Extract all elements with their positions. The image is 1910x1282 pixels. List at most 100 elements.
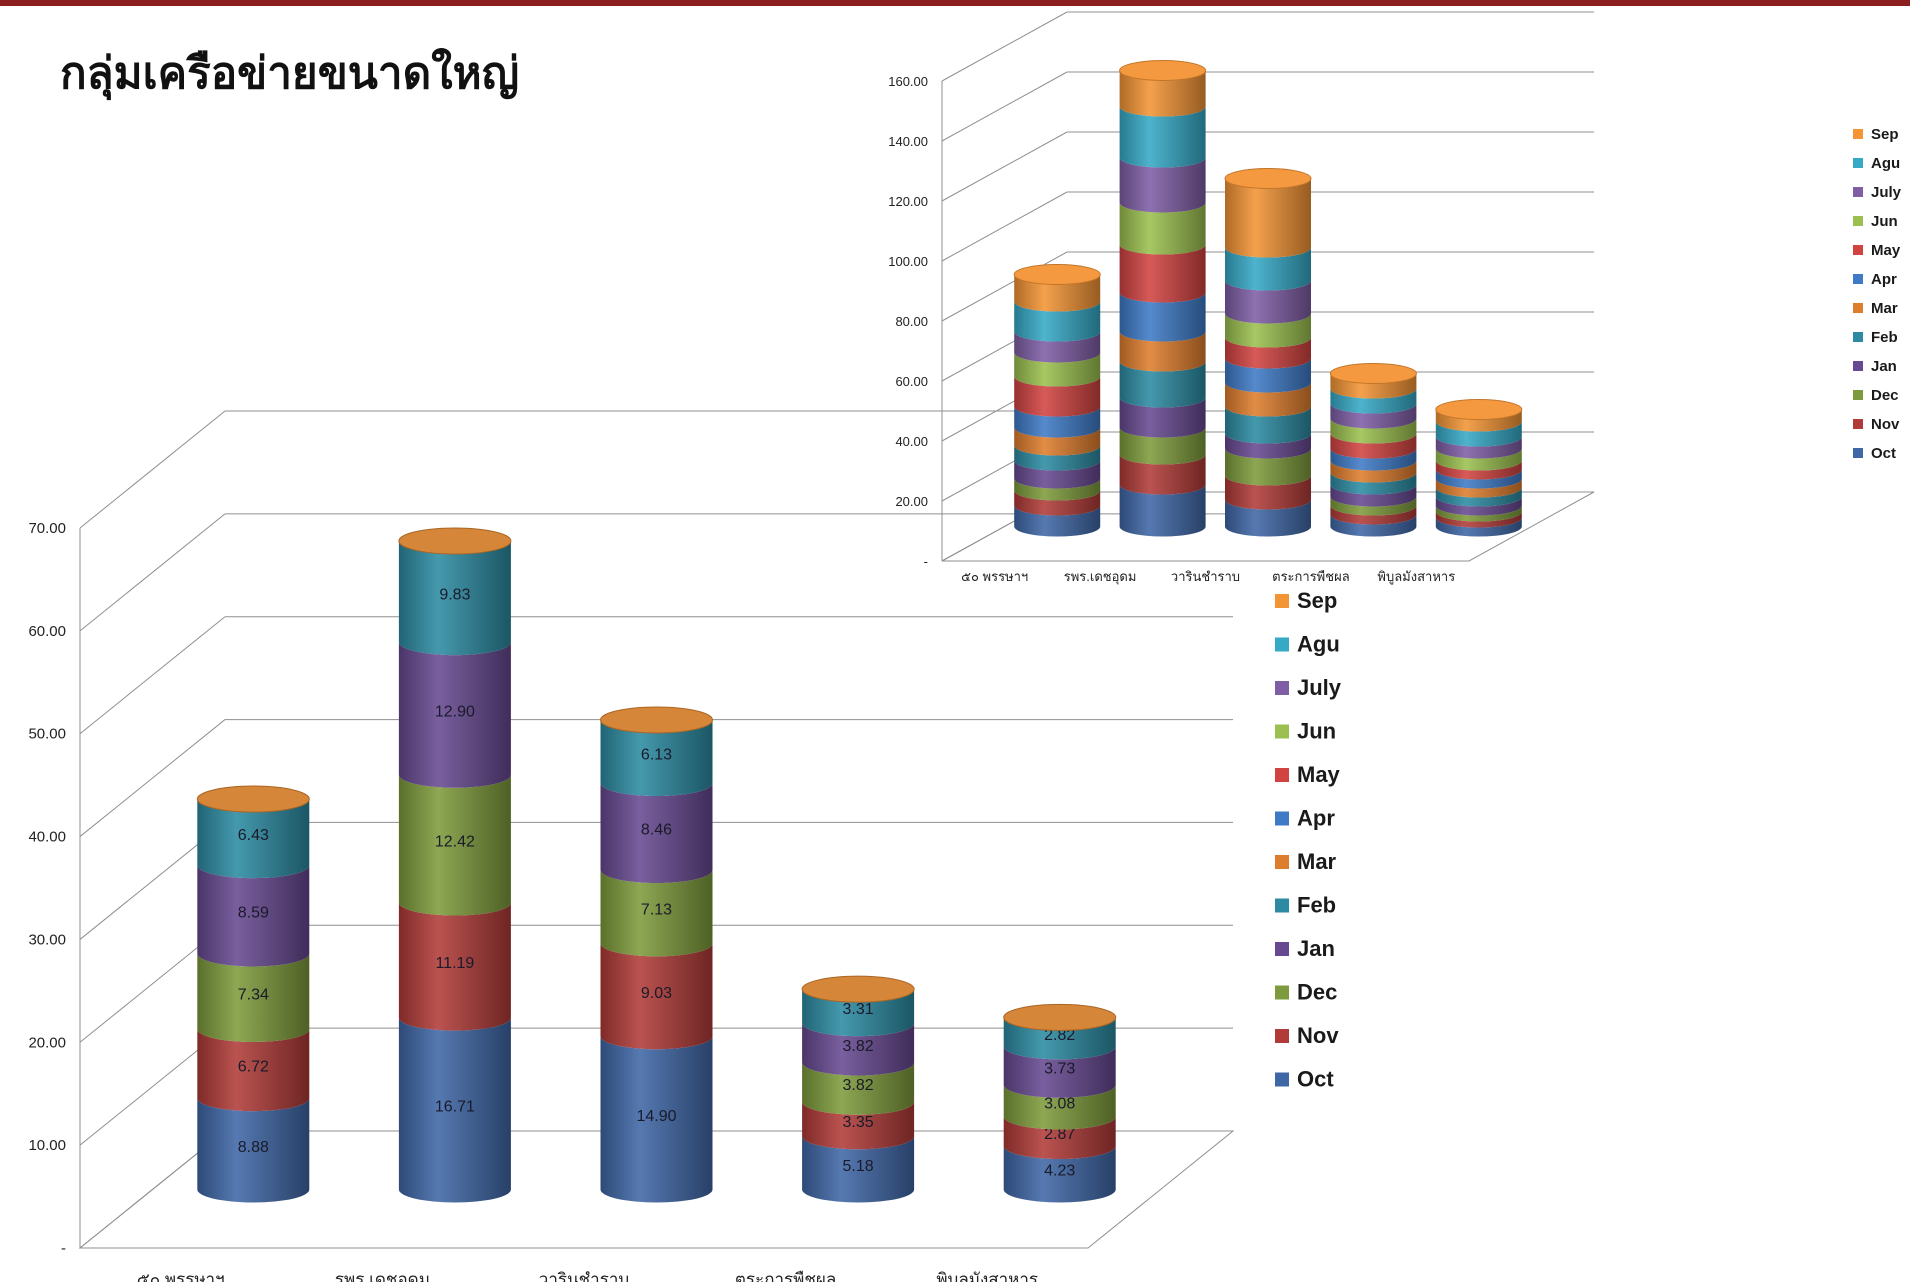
large-bar-segment bbox=[600, 1036, 713, 1203]
large-data-label: 8.46 bbox=[641, 822, 672, 839]
large-data-label: 3.73 bbox=[1044, 1061, 1075, 1078]
small-bar-segment bbox=[1435, 517, 1522, 537]
large-data-label: 2.82 bbox=[1044, 1027, 1075, 1044]
small-legend-swatch bbox=[1853, 245, 1863, 255]
small-legend-label: Apr bbox=[1871, 271, 1897, 288]
large-bar-cap bbox=[600, 706, 713, 734]
small-gridline-side bbox=[941, 131, 1068, 202]
large-legend-label: Nov bbox=[1297, 1023, 1339, 1048]
small-legend-swatch bbox=[1853, 419, 1863, 429]
large-data-label: 9.83 bbox=[439, 587, 470, 604]
large-legend-label: Dec bbox=[1297, 980, 1337, 1005]
large-bar-segment bbox=[197, 1098, 310, 1203]
small-gridline-side bbox=[941, 251, 1068, 322]
large-legend-label: Jan bbox=[1297, 936, 1335, 961]
small-category-label: ตระการพืชผล bbox=[1272, 569, 1350, 584]
large-bar-segment bbox=[1003, 1017, 1116, 1060]
large-category-label: พิบูลมังสาหาร bbox=[936, 1270, 1038, 1282]
large-data-label: 12.90 bbox=[435, 703, 475, 720]
large-column: 14.90 9.03 7.13 8.46 6.13 bbox=[600, 706, 713, 1203]
small-legend-label: May bbox=[1871, 242, 1901, 259]
large-data-label: 4.23 bbox=[1044, 1163, 1075, 1180]
large-bar-segment bbox=[398, 774, 511, 916]
small-bar-segment bbox=[1435, 505, 1522, 522]
small-bar-segment bbox=[1119, 361, 1206, 408]
small-category-label: ๕๐ พรรษาฯ bbox=[961, 569, 1028, 584]
large-bar-cap bbox=[801, 975, 915, 1003]
small-bar-segment bbox=[1435, 487, 1522, 507]
large-legend-swatch bbox=[1275, 768, 1289, 782]
large-legend-swatch bbox=[1275, 985, 1289, 1000]
small-column bbox=[1435, 399, 1523, 537]
small-ytick-label: 60.00 bbox=[895, 374, 928, 389]
small-ytick-label: 160.00 bbox=[888, 74, 928, 89]
small-bar-cap bbox=[1013, 264, 1101, 285]
small-bar-cap bbox=[1435, 399, 1523, 420]
small-bar-segment bbox=[1225, 280, 1311, 324]
large-ytick-label: 20.00 bbox=[28, 1034, 66, 1051]
small-bar-segment bbox=[1014, 478, 1101, 501]
small-bar-segment bbox=[1119, 244, 1206, 303]
large-legend-swatch bbox=[1275, 637, 1289, 652]
small-bar-segment bbox=[1435, 511, 1522, 528]
small-bar-segment bbox=[1225, 406, 1311, 444]
large-data-label: 11.19 bbox=[435, 955, 474, 972]
small-column bbox=[1329, 363, 1417, 537]
large-bar-segment bbox=[802, 1101, 915, 1150]
small-bar-segment bbox=[1330, 403, 1417, 429]
small-bar-segment bbox=[1119, 202, 1206, 255]
large-bar-segment bbox=[600, 943, 713, 1050]
large-legend-swatch bbox=[1275, 594, 1289, 608]
large-bar-segment bbox=[1003, 1046, 1116, 1098]
small-legend-label: July bbox=[1871, 184, 1902, 201]
large-bar-segment bbox=[398, 642, 511, 788]
large-bar-cap bbox=[1003, 1003, 1117, 1031]
small-ytick-label: 20.00 bbox=[895, 494, 928, 509]
large-column: 5.18 3.35 3.82 3.82 3.31 bbox=[801, 975, 915, 1203]
large-ytick-label: 30.00 bbox=[28, 931, 66, 948]
chart-monthly-large: - 10.00 20.00 30.00 40.00 50.00 60.00 70.00 8.88… bbox=[28, 410, 1342, 1282]
large-legend-label: Jun bbox=[1297, 719, 1336, 744]
small-bar-segment bbox=[1014, 376, 1101, 417]
small-legend-swatch bbox=[1853, 216, 1863, 226]
large-data-label: 7.13 bbox=[641, 902, 672, 919]
large-category-label: รพร.เดชอุดม bbox=[335, 1270, 430, 1282]
small-bar-segment bbox=[1330, 388, 1417, 414]
large-data-label: 7.34 bbox=[238, 986, 269, 1003]
small-bar-segment bbox=[1014, 490, 1101, 516]
large-legend-label: Mar bbox=[1297, 849, 1337, 874]
small-bar-segment bbox=[1435, 409, 1522, 432]
small-ytick-label: 40.00 bbox=[895, 434, 928, 449]
large-bar-segment bbox=[802, 1136, 915, 1203]
large-bar-cap bbox=[196, 785, 310, 813]
large-legend-swatch bbox=[1275, 1072, 1289, 1087]
large-legend-swatch bbox=[1275, 724, 1289, 739]
small-legend-label: Dec bbox=[1871, 387, 1899, 404]
small-legend-label: Jan bbox=[1871, 358, 1897, 375]
small-bar-segment bbox=[1014, 445, 1101, 471]
small-bar-segment bbox=[1225, 358, 1311, 393]
small-bar-segment bbox=[1435, 478, 1522, 498]
small-bar-segment bbox=[1225, 475, 1311, 510]
small-ytick-label: - bbox=[924, 554, 928, 569]
large-bar-cap bbox=[398, 527, 512, 555]
large-bar-segment bbox=[802, 1062, 915, 1115]
large-bar-segment bbox=[802, 1023, 915, 1076]
small-legend-label: Feb bbox=[1871, 329, 1898, 346]
large-legend-label: May bbox=[1297, 762, 1341, 787]
small-legend-label: Jun bbox=[1871, 213, 1898, 230]
small-bar-segment bbox=[1119, 292, 1206, 342]
small-bar-segment bbox=[1330, 418, 1417, 444]
small-bar-segment bbox=[1119, 157, 1206, 213]
small-bar-segment bbox=[1225, 499, 1311, 537]
large-data-label: 2.87 bbox=[1044, 1126, 1075, 1143]
small-legend-swatch bbox=[1853, 303, 1863, 313]
large-data-label: 8.88 bbox=[238, 1139, 269, 1156]
small-bar-segment bbox=[1225, 313, 1311, 348]
small-bar-segment bbox=[1225, 448, 1311, 486]
small-bar-segment bbox=[1330, 484, 1417, 507]
small-bar-segment bbox=[1330, 373, 1417, 399]
small-bar-segment bbox=[1014, 505, 1101, 537]
small-bar-segment bbox=[1435, 469, 1522, 489]
small-bar-segment bbox=[1014, 352, 1101, 387]
